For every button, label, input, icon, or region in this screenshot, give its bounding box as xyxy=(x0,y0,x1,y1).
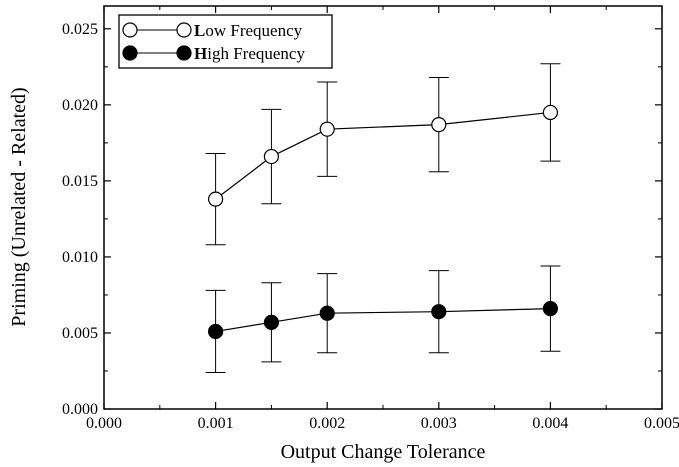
data-point xyxy=(542,301,559,317)
legend-marker-high-frequency-left xyxy=(122,45,138,61)
series-low-frequency xyxy=(205,63,561,246)
legend-label-high-frequency: High Frequency xyxy=(194,44,305,63)
data-point xyxy=(431,117,447,133)
x-tick-label: 0.001 xyxy=(198,415,234,432)
y-tick-label: 0.005 xyxy=(62,325,98,342)
data-point xyxy=(431,304,447,320)
data-point xyxy=(208,191,224,207)
x-tick-label: 0.003 xyxy=(421,415,457,432)
x-tick-label: 0.004 xyxy=(532,415,568,432)
y-tick-label: 0.010 xyxy=(62,249,98,266)
data-point xyxy=(263,314,279,330)
legend: Low Frequency High Frequency xyxy=(118,14,333,69)
data-point xyxy=(319,305,335,321)
legend-box xyxy=(118,14,333,69)
ticks-layer: 0.000 0.001 0.002 0.003 0.004 0.005 0.000 0.005… xyxy=(62,6,679,432)
y-axis-title: Priming (Unrelated - Related) xyxy=(8,87,30,326)
x-tick-label: 0.000 xyxy=(86,415,122,432)
series-high-frequency xyxy=(205,265,561,374)
series-layer xyxy=(205,63,561,374)
x-tick-label: 0.002 xyxy=(309,415,345,432)
y-tick-label: 0.025 xyxy=(62,21,98,38)
y-tick-label: 0.020 xyxy=(62,97,98,114)
legend-marker-low-frequency-right xyxy=(176,22,192,38)
data-point xyxy=(263,148,279,165)
data-point xyxy=(319,121,335,137)
data-point xyxy=(208,323,224,340)
x-axis-title: Output Change Tolerance xyxy=(281,441,486,463)
legend-rest-low: ow Frequency xyxy=(205,21,302,40)
legend-initial-high: H xyxy=(194,44,207,63)
legend-label-low-frequency: Low Frequency xyxy=(194,21,303,40)
legend-rest-high: igh Frequency xyxy=(207,44,305,63)
data-point xyxy=(542,104,559,121)
legend-marker-low-frequency-left xyxy=(122,22,138,38)
legend-initial-low: L xyxy=(194,21,205,40)
x-tick-label: 0.005 xyxy=(644,415,679,432)
y-tick-label: 0.000 xyxy=(62,401,98,418)
y-tick-label: 0.015 xyxy=(62,173,98,190)
legend-marker-high-frequency-right xyxy=(176,45,192,61)
